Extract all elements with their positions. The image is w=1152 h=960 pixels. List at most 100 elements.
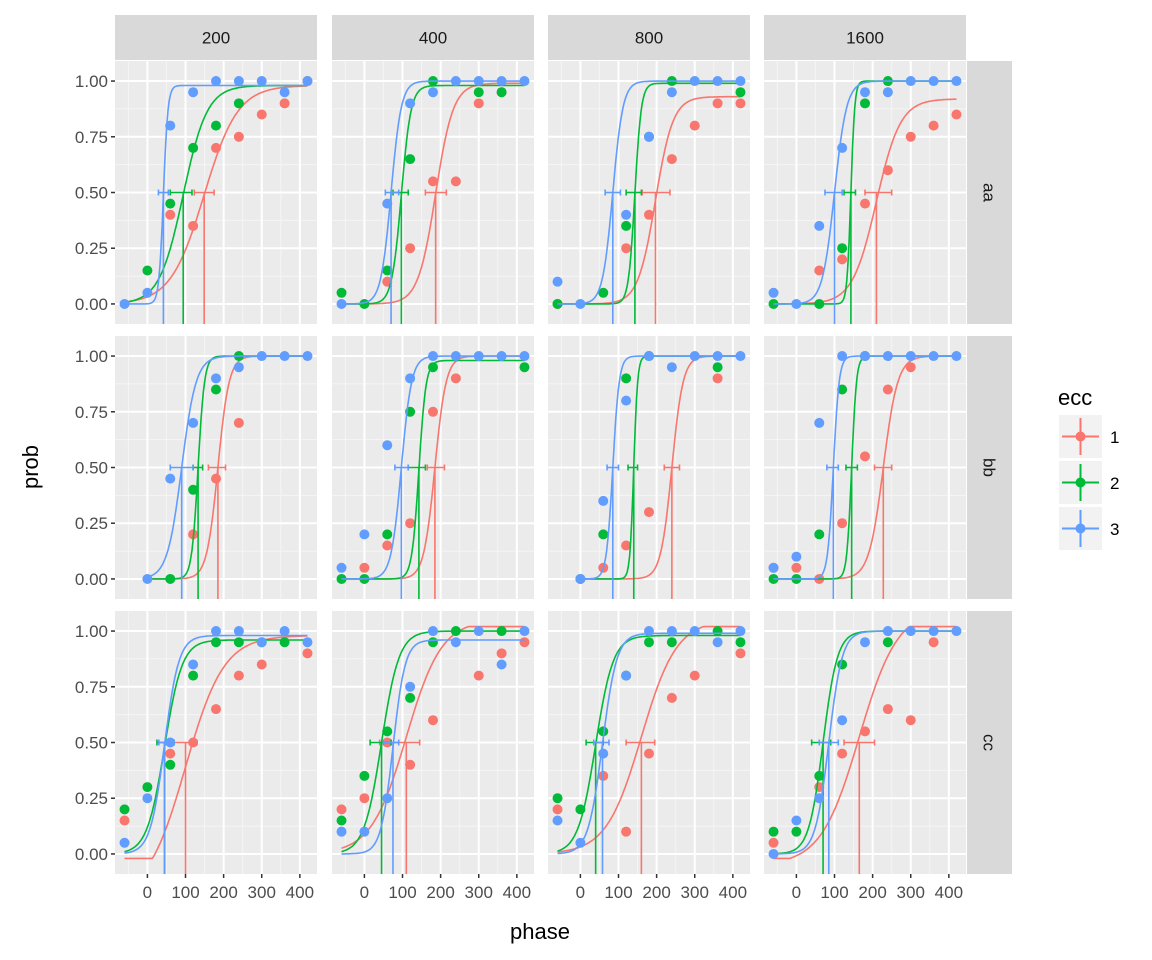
data-point-ecc-1	[519, 637, 530, 648]
fit-curve-ecc-1	[557, 625, 741, 853]
data-point-ecc-3	[405, 98, 416, 109]
data-point-ecc-3	[905, 626, 916, 637]
facet-panel-cc-400	[332, 611, 534, 874]
data-point-ecc-2	[735, 637, 746, 648]
data-point-ecc-2	[211, 384, 221, 395]
data-point-ecc-1	[621, 243, 632, 254]
facet-panel-aa-400	[332, 61, 534, 324]
data-point-ecc-1	[359, 562, 370, 573]
data-point-ecc-3	[666, 87, 677, 98]
row-strip	[967, 61, 1012, 324]
y-tick-label: 0.00	[75, 295, 108, 314]
data-point-ecc-3	[598, 748, 609, 759]
x-tick-label: 200	[642, 883, 670, 902]
data-point-ecc-2	[428, 362, 438, 373]
x-tick-label: 400	[935, 883, 963, 902]
column-strip	[548, 15, 750, 60]
data-point-ecc-3	[837, 142, 848, 153]
data-point-ecc-2	[644, 637, 654, 648]
panels-layer: 200 400 800 1600 aa bb cc	[115, 15, 1012, 874]
fit-curve-ecc-1	[773, 625, 957, 860]
data-point-ecc-3	[712, 637, 723, 648]
data-point-ecc-1	[689, 670, 700, 681]
x-tick-label: 0	[792, 883, 801, 902]
data-point-ecc-2	[359, 770, 370, 781]
legend: ecc 1 2 3	[1058, 385, 1119, 550]
data-point-ecc-1	[233, 670, 244, 681]
data-point-ecc-1	[928, 120, 939, 131]
data-point-ecc-3	[791, 551, 802, 562]
data-point-ecc-3	[336, 826, 347, 837]
data-point-ecc-1	[882, 704, 893, 715]
data-point-ecc-2	[598, 529, 609, 540]
data-point-ecc-1	[256, 659, 267, 670]
data-point-ecc-3	[142, 793, 153, 804]
data-point-ecc-2	[450, 626, 461, 637]
data-point-ecc-2	[142, 265, 153, 276]
y-tick-label: 1.00	[75, 347, 108, 366]
data-point-ecc-3	[768, 287, 779, 298]
data-point-ecc-2	[336, 815, 347, 826]
data-point-ecc-3	[496, 76, 507, 87]
data-point-ecc-1	[768, 837, 779, 848]
data-point-ecc-3	[428, 87, 438, 98]
data-point-ecc-2	[428, 637, 438, 648]
data-point-ecc-2	[496, 87, 507, 98]
data-point-ecc-1	[188, 737, 199, 748]
data-point-ecc-2	[279, 637, 290, 648]
fit-curve-ecc-3	[341, 639, 525, 855]
column-strip	[115, 15, 317, 60]
data-point-ecc-1	[405, 759, 416, 770]
data-point-ecc-3	[256, 351, 267, 362]
data-point-ecc-1	[428, 176, 438, 187]
data-point-ecc-1	[119, 815, 130, 826]
data-point-ecc-1	[735, 648, 746, 659]
data-point-ecc-1	[165, 209, 176, 220]
data-point-ecc-2	[666, 637, 677, 648]
column-strip-label: 1600	[846, 29, 884, 48]
data-point-ecc-2	[165, 198, 176, 209]
data-point-ecc-3	[621, 670, 632, 681]
data-point-ecc-1	[644, 748, 654, 759]
data-point-ecc-1	[860, 451, 870, 462]
data-point-ecc-3	[768, 562, 779, 573]
data-point-ecc-3	[905, 76, 916, 87]
data-point-ecc-3	[359, 529, 370, 540]
data-point-ecc-1	[928, 637, 939, 648]
facet-panel-bb-200	[115, 336, 317, 599]
data-point-ecc-1	[666, 154, 677, 165]
data-point-ecc-2	[496, 626, 507, 637]
panel-content	[768, 76, 962, 324]
data-point-ecc-1	[860, 726, 870, 737]
data-point-ecc-3	[712, 351, 723, 362]
panel-content	[552, 76, 746, 324]
x-tick-label: 200	[426, 883, 454, 902]
data-point-ecc-2	[519, 362, 530, 373]
data-point-ecc-3	[336, 298, 347, 309]
data-point-ecc-2	[382, 529, 393, 540]
data-point-ecc-1	[473, 98, 484, 109]
facet-panel-cc-1600	[764, 611, 966, 874]
fit-curve-ecc-3	[341, 80, 525, 305]
data-point-ecc-3	[735, 626, 746, 637]
data-point-ecc-2	[837, 243, 848, 254]
data-point-ecc-1	[837, 748, 848, 759]
data-point-ecc-3	[519, 626, 530, 637]
data-point-ecc-3	[382, 793, 393, 804]
data-point-ecc-3	[405, 373, 416, 384]
row-strip	[967, 336, 1012, 599]
data-point-ecc-3	[428, 351, 438, 362]
row-strip-label: cc	[980, 734, 999, 752]
x-tick-label: 300	[465, 883, 493, 902]
panel-content	[119, 76, 313, 324]
data-point-ecc-3	[119, 837, 130, 848]
data-point-ecc-3	[814, 220, 825, 231]
data-point-ecc-1	[450, 373, 461, 384]
data-point-ecc-3	[302, 351, 313, 362]
legend-item-ecc-3: 3	[1059, 507, 1119, 550]
data-point-ecc-3	[928, 76, 939, 87]
row-strip-label: bb	[980, 458, 999, 477]
data-point-ecc-1	[359, 793, 370, 804]
data-point-ecc-3	[450, 637, 461, 648]
data-point-ecc-3	[928, 351, 939, 362]
